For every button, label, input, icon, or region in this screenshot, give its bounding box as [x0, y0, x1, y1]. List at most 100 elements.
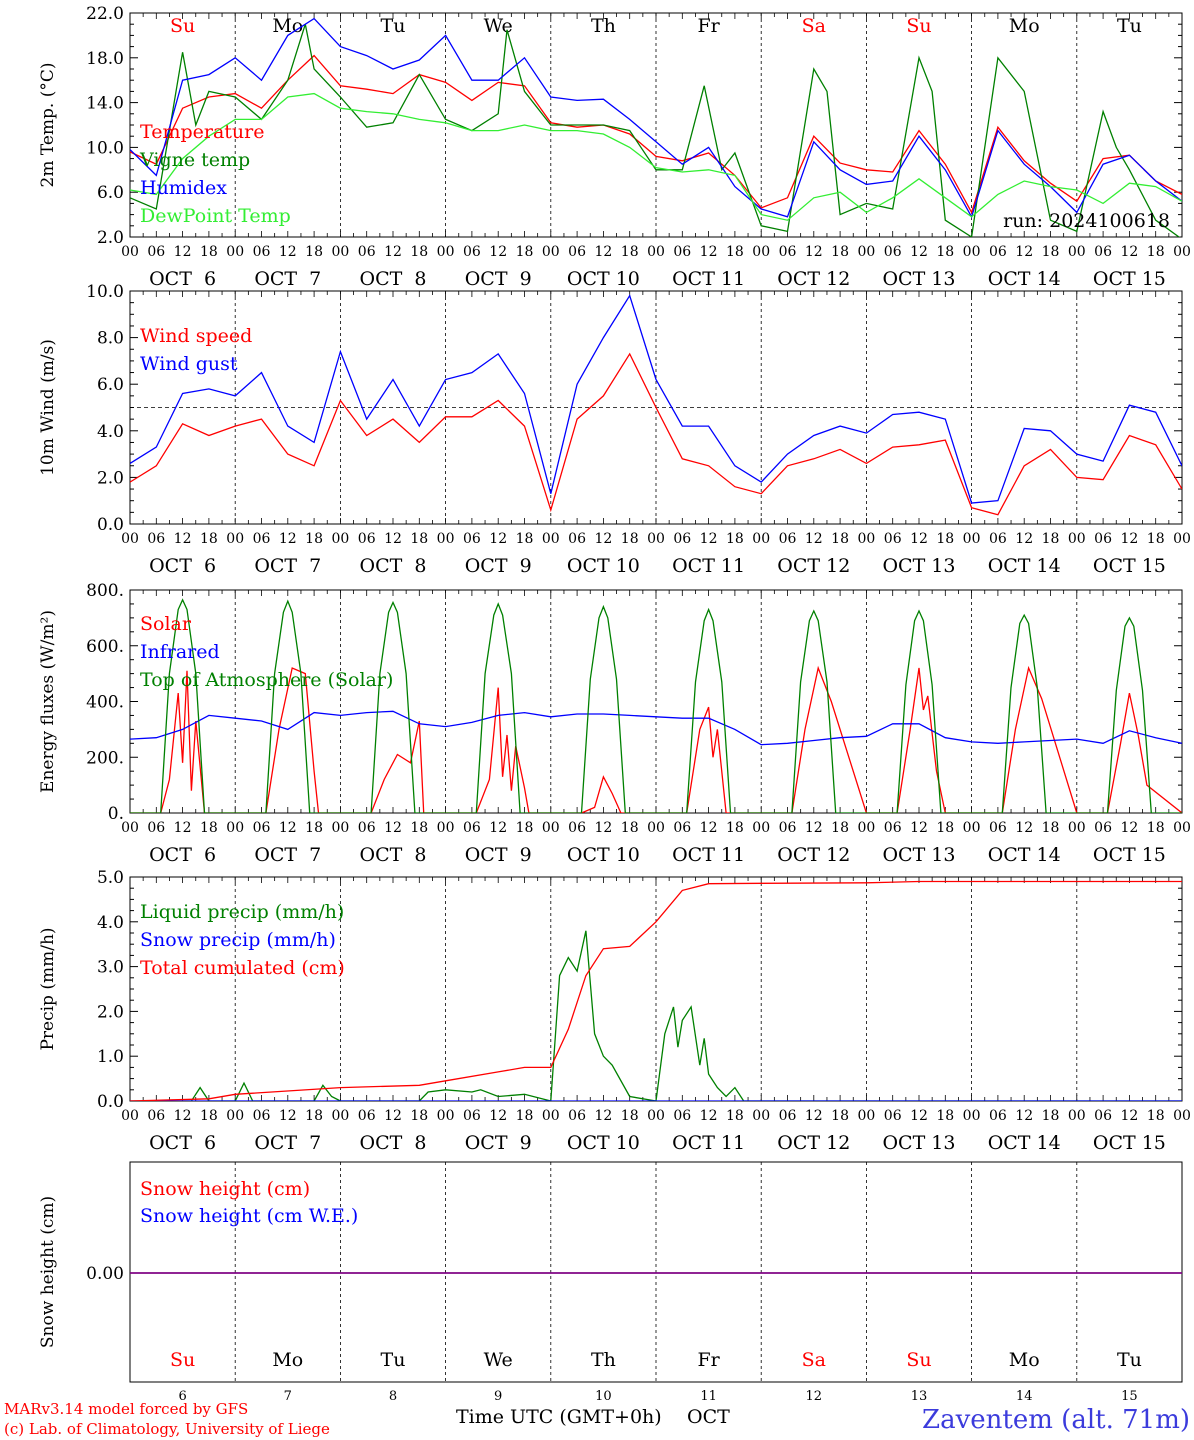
date-label: OCT 14	[988, 844, 1061, 866]
hour-label: 18	[305, 820, 323, 836]
hour-label: 18	[305, 244, 323, 260]
hour-label: 12	[174, 244, 192, 260]
hour-label: 12	[174, 531, 192, 547]
run-label: run: 2024100618	[1003, 210, 1170, 232]
y-tick-label: 22.0	[86, 4, 124, 24]
legend-entry: Snow height (cm)	[140, 1178, 310, 1200]
date-label: OCT 6	[149, 555, 216, 577]
hour-label: 18	[1042, 1108, 1060, 1124]
hour-label: 00	[1173, 820, 1191, 836]
legend-entry: Top of Atmosphere (Solar)	[140, 669, 393, 691]
hour-label: 12	[174, 820, 192, 836]
date-label: OCT 13	[882, 1132, 955, 1154]
hour-label: 18	[516, 531, 534, 547]
hour-label: 12	[489, 1108, 507, 1124]
day-number: 15	[1121, 1389, 1138, 1404]
y-tick-label: 8.0	[97, 329, 124, 349]
y-tick-label: 2.0	[97, 468, 124, 488]
hour-label: 06	[779, 244, 797, 260]
hour-label: 00	[752, 820, 770, 836]
hour-label: 12	[805, 531, 823, 547]
series-line-top-of-atmosphere-solar-	[130, 598, 1182, 813]
hour-label: 18	[621, 1108, 639, 1124]
hour-label: 00	[647, 1108, 665, 1124]
y-tick-label: 200.	[86, 748, 124, 768]
y-tick-label: 3.0	[97, 958, 124, 978]
hour-label: 00	[857, 820, 875, 836]
hour-label: 12	[1015, 531, 1033, 547]
day-number: 14	[1016, 1389, 1033, 1404]
hour-label: 06	[463, 244, 481, 260]
weekday-label: We	[484, 1349, 513, 1371]
hour-label: 00	[963, 531, 981, 547]
hour-label: 12	[384, 244, 402, 260]
date-label: OCT 6	[149, 268, 216, 290]
hour-label: 18	[410, 244, 428, 260]
hour-label: 18	[936, 820, 954, 836]
hour-label: 06	[358, 1108, 376, 1124]
date-label: OCT 9	[465, 555, 532, 577]
hour-label: 00	[121, 531, 139, 547]
y-axis-label: Energy fluxes (W/m²)	[38, 610, 58, 793]
date-label: OCT 8	[360, 844, 427, 866]
weekday-label: Tu	[1117, 1349, 1142, 1371]
hour-label: 12	[489, 820, 507, 836]
hour-label: 00	[963, 1108, 981, 1124]
hour-label: 00	[647, 531, 665, 547]
y-tick-label: 0.0	[97, 1092, 124, 1112]
y-axis-label: Precip (mm/h)	[38, 927, 58, 1050]
hour-label: 06	[884, 244, 902, 260]
date-label: OCT 13	[882, 555, 955, 577]
hour-label: 00	[437, 1108, 455, 1124]
time-axis-month: OCT	[687, 1406, 730, 1428]
y-tick-label: 10.0	[86, 138, 124, 158]
y-tick-label: 800.	[86, 581, 124, 601]
hour-label: 06	[147, 531, 165, 547]
hour-label: 00	[752, 244, 770, 260]
legend-entry: Temperature	[140, 121, 264, 143]
hour-label: 12	[910, 244, 928, 260]
hour-label: 06	[358, 531, 376, 547]
hour-label: 12	[910, 531, 928, 547]
legend-entry: DewPoint Temp	[140, 205, 291, 227]
hour-label: 06	[673, 531, 691, 547]
series-line-solar	[130, 665, 1182, 813]
date-label: OCT 9	[465, 1132, 532, 1154]
day-number: 6	[178, 1389, 186, 1404]
date-label: OCT 7	[254, 268, 321, 290]
hour-label: 12	[279, 531, 297, 547]
weekday-label: Mo	[1009, 1349, 1040, 1371]
y-tick-label: 0.	[108, 804, 124, 824]
plot-frame-energy	[129, 589, 1183, 814]
weekday-label: Su	[170, 1349, 195, 1371]
date-label: OCT 15	[1093, 555, 1166, 577]
hour-label: 18	[516, 244, 534, 260]
date-label: OCT 11	[672, 555, 745, 577]
panel-precip: 0.0 1.0 2.0 3.0 4.0 5.0 Precip (mm/h) 00 06 12 18 O…	[38, 868, 1191, 1154]
hour-label: 00	[437, 531, 455, 547]
hour-label: 06	[673, 820, 691, 836]
hour-label: 12	[489, 244, 507, 260]
hour-label: 00	[1173, 244, 1191, 260]
weekday-label: Su	[170, 15, 195, 37]
hour-label: 12	[1120, 531, 1138, 547]
y-axis-label: Snow height (cm)	[38, 1196, 58, 1348]
date-label: OCT 11	[672, 1132, 745, 1154]
hour-label: 00	[542, 244, 560, 260]
series-line-dewpoint-temp	[130, 92, 1182, 221]
hour-label: 00	[857, 531, 875, 547]
hour-label: 12	[384, 531, 402, 547]
date-label: OCT 10	[567, 555, 640, 577]
date-label: OCT 7	[254, 1132, 321, 1154]
hour-label: 06	[989, 244, 1007, 260]
hour-label: 06	[568, 1108, 586, 1124]
weekday-label: Tu	[381, 1349, 406, 1371]
hour-label: 12	[384, 1108, 402, 1124]
hour-label: 18	[831, 531, 849, 547]
hour-label: 06	[989, 820, 1007, 836]
hour-label: 00	[331, 1108, 349, 1124]
hour-label: 00	[752, 531, 770, 547]
credit-line-2: (c) Lab. of Climatology, University of L…	[4, 1420, 330, 1438]
hour-label: 18	[621, 820, 639, 836]
